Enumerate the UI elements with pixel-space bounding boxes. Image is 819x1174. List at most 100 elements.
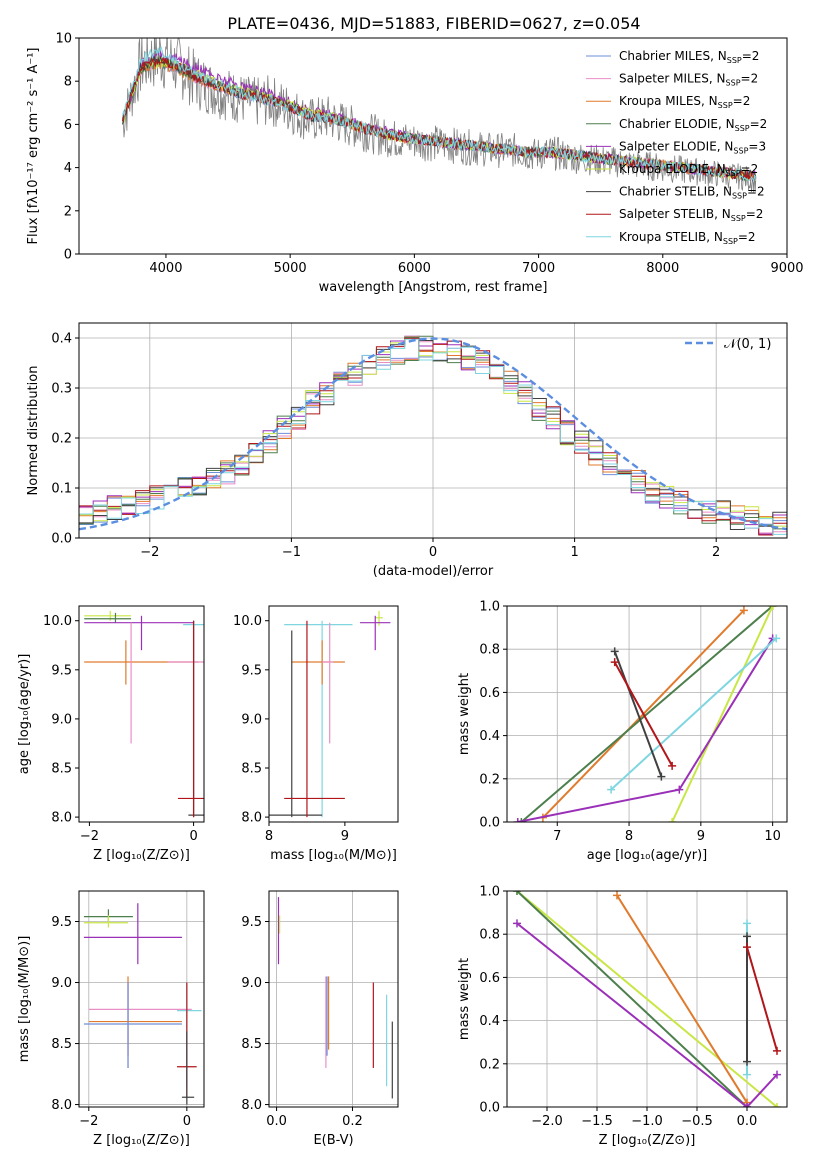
y-tick-label: 6 bbox=[64, 118, 72, 133]
y-tick-label: 0.8 bbox=[479, 928, 500, 943]
y-tick-label: 0.1 bbox=[51, 482, 72, 497]
x-tick-label: −0.5 bbox=[681, 1114, 713, 1129]
legend-entry: Chabrier ELODIE, NSSP=2 bbox=[619, 117, 767, 133]
x-tick-label: −1.0 bbox=[631, 1114, 663, 1129]
x-tick-label: −1.5 bbox=[581, 1114, 613, 1129]
y-axis-label: age [log₁₀(age/yr)] bbox=[17, 654, 32, 775]
legend-entry: Salpeter STELIB, NSSP=2 bbox=[619, 207, 763, 223]
x-tick-label: 4000 bbox=[149, 261, 182, 276]
mass-weight-line bbox=[610, 637, 777, 791]
y-tick-label: 1.0 bbox=[479, 600, 500, 615]
x-tick-label: 5000 bbox=[274, 261, 307, 276]
y-axis-label: Flux [fλ10⁻¹⁷ erg cm⁻² s⁻¹ A⁻¹] bbox=[26, 48, 41, 245]
y-tick-label: 0.4 bbox=[51, 332, 72, 347]
x-tick-label: 9000 bbox=[770, 261, 803, 276]
spectrum-plot-area bbox=[122, 38, 757, 193]
y-tick-label: 8.5 bbox=[241, 762, 262, 777]
mass-weight-line bbox=[516, 891, 748, 1107]
x-tick-label: 8 bbox=[625, 829, 633, 844]
mass-weight-marker bbox=[513, 919, 521, 928]
legend-entry: Kroupa ELODIE, NSSP=2 bbox=[619, 162, 758, 178]
y-tick-label: 2 bbox=[64, 204, 72, 219]
legend-entry: Salpeter MILES, NSSP=2 bbox=[619, 72, 758, 88]
y-tick-label: 9.0 bbox=[241, 712, 262, 727]
y-tick-label: 0.0 bbox=[479, 1101, 500, 1116]
residuals-plot-area bbox=[79, 323, 787, 538]
residual-histogram bbox=[79, 338, 787, 535]
axes-frame bbox=[78, 605, 205, 823]
y-tick-label: 0.2 bbox=[51, 432, 72, 447]
mass-weight-line bbox=[517, 637, 774, 822]
x-axis-label: Z [log₁₀(Z/Z⊙)] bbox=[93, 848, 190, 863]
x-axis-label: wavelength [Angstrom, rest frame] bbox=[319, 280, 548, 295]
y-axis-label: mass weight bbox=[457, 958, 472, 1040]
mass-weight-marker bbox=[668, 818, 677, 822]
x-axis-label: E(B-V) bbox=[313, 1133, 353, 1148]
mass-weight-marker bbox=[613, 891, 621, 900]
x-tick-label: 2 bbox=[712, 545, 720, 560]
y-tick-label: 8.5 bbox=[241, 1037, 262, 1052]
mass-weight-line bbox=[746, 946, 778, 1052]
y-tick-label: 8.0 bbox=[51, 811, 72, 826]
mass-weight-marker bbox=[743, 1070, 751, 1079]
mass-weight-marker bbox=[743, 932, 751, 941]
mass-weight-marker bbox=[675, 785, 684, 794]
mass-weight-marker bbox=[772, 634, 781, 643]
mass-weight-marker bbox=[607, 785, 616, 794]
y-axis-label: Normed distribution bbox=[26, 366, 41, 496]
legend-entry: Chabrier STELIB, NSSP=2 bbox=[619, 185, 765, 201]
legend-entry: Chabrier MILES, NSSP=2 bbox=[619, 49, 759, 65]
x-axis-label: mass [log₁₀(M/M⊙)] bbox=[270, 848, 397, 863]
mass-weight-marker bbox=[513, 818, 522, 822]
legend-entry: Kroupa MILES, NSSP=2 bbox=[619, 94, 750, 110]
mass-weight-line bbox=[516, 891, 778, 1107]
mass-weight-vs-Z-axes bbox=[503, 890, 788, 1111]
y-tick-label: 0.0 bbox=[479, 816, 500, 831]
mass-weight-marker bbox=[668, 761, 677, 770]
x-tick-label: 0 bbox=[183, 1114, 191, 1129]
y-tick-label: 0.3 bbox=[51, 382, 72, 397]
model-spectrum-line bbox=[122, 45, 756, 184]
mass-weight-line bbox=[616, 894, 748, 1104]
mass-weight-marker bbox=[773, 1070, 781, 1079]
mass-vs-ebv-axes bbox=[265, 890, 399, 1111]
y-axis-label: mass [log₁₀(M/M⊙)] bbox=[17, 936, 32, 1063]
mass-weight-marker bbox=[743, 919, 751, 928]
y-tick-label: 0.2 bbox=[479, 772, 500, 787]
y-tick-label: 0.4 bbox=[479, 729, 500, 744]
x-tick-label: 0 bbox=[189, 829, 197, 844]
mass-weight-marker bbox=[743, 943, 751, 952]
y-tick-label: 0.4 bbox=[479, 1014, 500, 1029]
x-tick-label: −2 bbox=[79, 1114, 98, 1129]
y-tick-label: 9.5 bbox=[51, 915, 72, 930]
mass-weight-marker bbox=[517, 818, 526, 822]
mass-weight-line bbox=[516, 922, 778, 1107]
mass-weight-marker bbox=[610, 647, 619, 656]
mass-weight-marker bbox=[743, 1103, 751, 1107]
x-tick-label: 8000 bbox=[646, 261, 679, 276]
axes-frame bbox=[268, 890, 399, 1108]
figure-title: PLATE=0436, MJD=51883, FIBERID=0627, z=0… bbox=[227, 14, 640, 33]
x-axis-label: Z [log₁₀(Z/Z⊙)] bbox=[599, 1133, 696, 1148]
y-tick-label: 0.2 bbox=[479, 1057, 500, 1072]
y-tick-label: 8.5 bbox=[51, 1037, 72, 1052]
y-tick-label: 9.5 bbox=[51, 663, 72, 678]
x-tick-label: 1 bbox=[570, 545, 578, 560]
mass-weight-marker bbox=[768, 606, 777, 610]
age-vs-mass-axes bbox=[265, 605, 399, 826]
legend-entry: Salpeter ELODIE, NSSP=3 bbox=[619, 139, 766, 155]
normal-reference-curve bbox=[79, 337, 787, 531]
x-tick-label: 0.0 bbox=[737, 1114, 758, 1129]
mass-weight-line bbox=[520, 606, 774, 822]
y-tick-label: 9.5 bbox=[241, 915, 262, 930]
y-tick-label: 8.0 bbox=[51, 1098, 72, 1113]
y-tick-label: 0.8 bbox=[479, 643, 500, 658]
mass-weight-vs-age-axes bbox=[503, 605, 788, 826]
x-axis-label: (data-model)/error bbox=[373, 564, 494, 579]
y-tick-label: 1.0 bbox=[479, 885, 500, 900]
age-vs-mass-plot-area bbox=[269, 610, 391, 818]
residuals-axes bbox=[75, 322, 788, 542]
y-tick-label: 9.0 bbox=[241, 976, 262, 991]
x-axis-label: age [log₁₀(age/yr)] bbox=[587, 848, 708, 863]
